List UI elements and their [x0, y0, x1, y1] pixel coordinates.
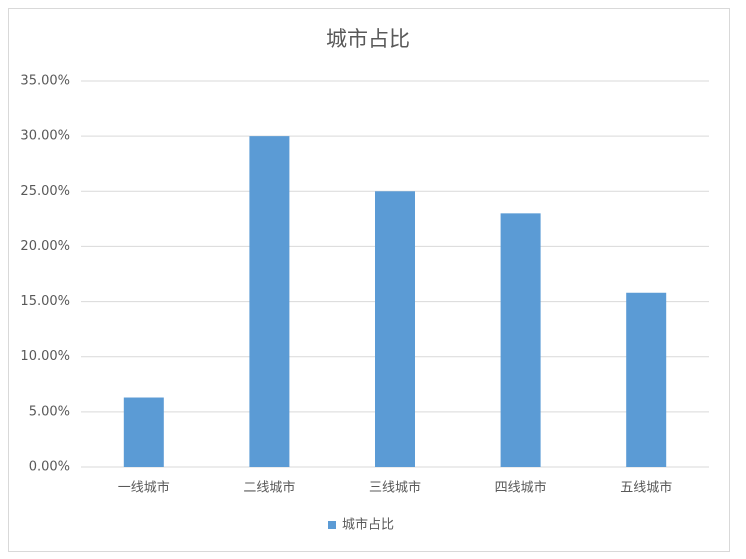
- y-tick-label: 20.00%: [20, 239, 70, 254]
- y-tick-label: 35.00%: [20, 74, 70, 89]
- x-tick-label: 三线城市: [369, 480, 421, 496]
- chart-title: 城市占比: [326, 27, 410, 51]
- x-tick-label: 一线城市: [118, 480, 170, 496]
- y-tick-label: 25.00%: [20, 184, 70, 199]
- x-tick-label: 二线城市: [243, 480, 295, 496]
- y-tick-label: 30.00%: [20, 129, 70, 144]
- y-tick-label: 15.00%: [20, 294, 70, 309]
- bar: [375, 191, 415, 468]
- y-tick-label: 0.00%: [29, 460, 70, 475]
- bar: [123, 397, 164, 467]
- x-tick-label: 四线城市: [495, 480, 547, 496]
- y-tick-label: 10.00%: [20, 349, 70, 364]
- x-tick-label: 五线城市: [620, 480, 672, 496]
- legend-label: 城市占比: [342, 517, 394, 533]
- bar: [626, 292, 667, 467]
- legend-swatch: [328, 521, 336, 529]
- bar: [249, 136, 290, 467]
- chart-border: [8, 8, 730, 552]
- bar: [500, 213, 541, 467]
- y-tick-label: 5.00%: [29, 404, 70, 419]
